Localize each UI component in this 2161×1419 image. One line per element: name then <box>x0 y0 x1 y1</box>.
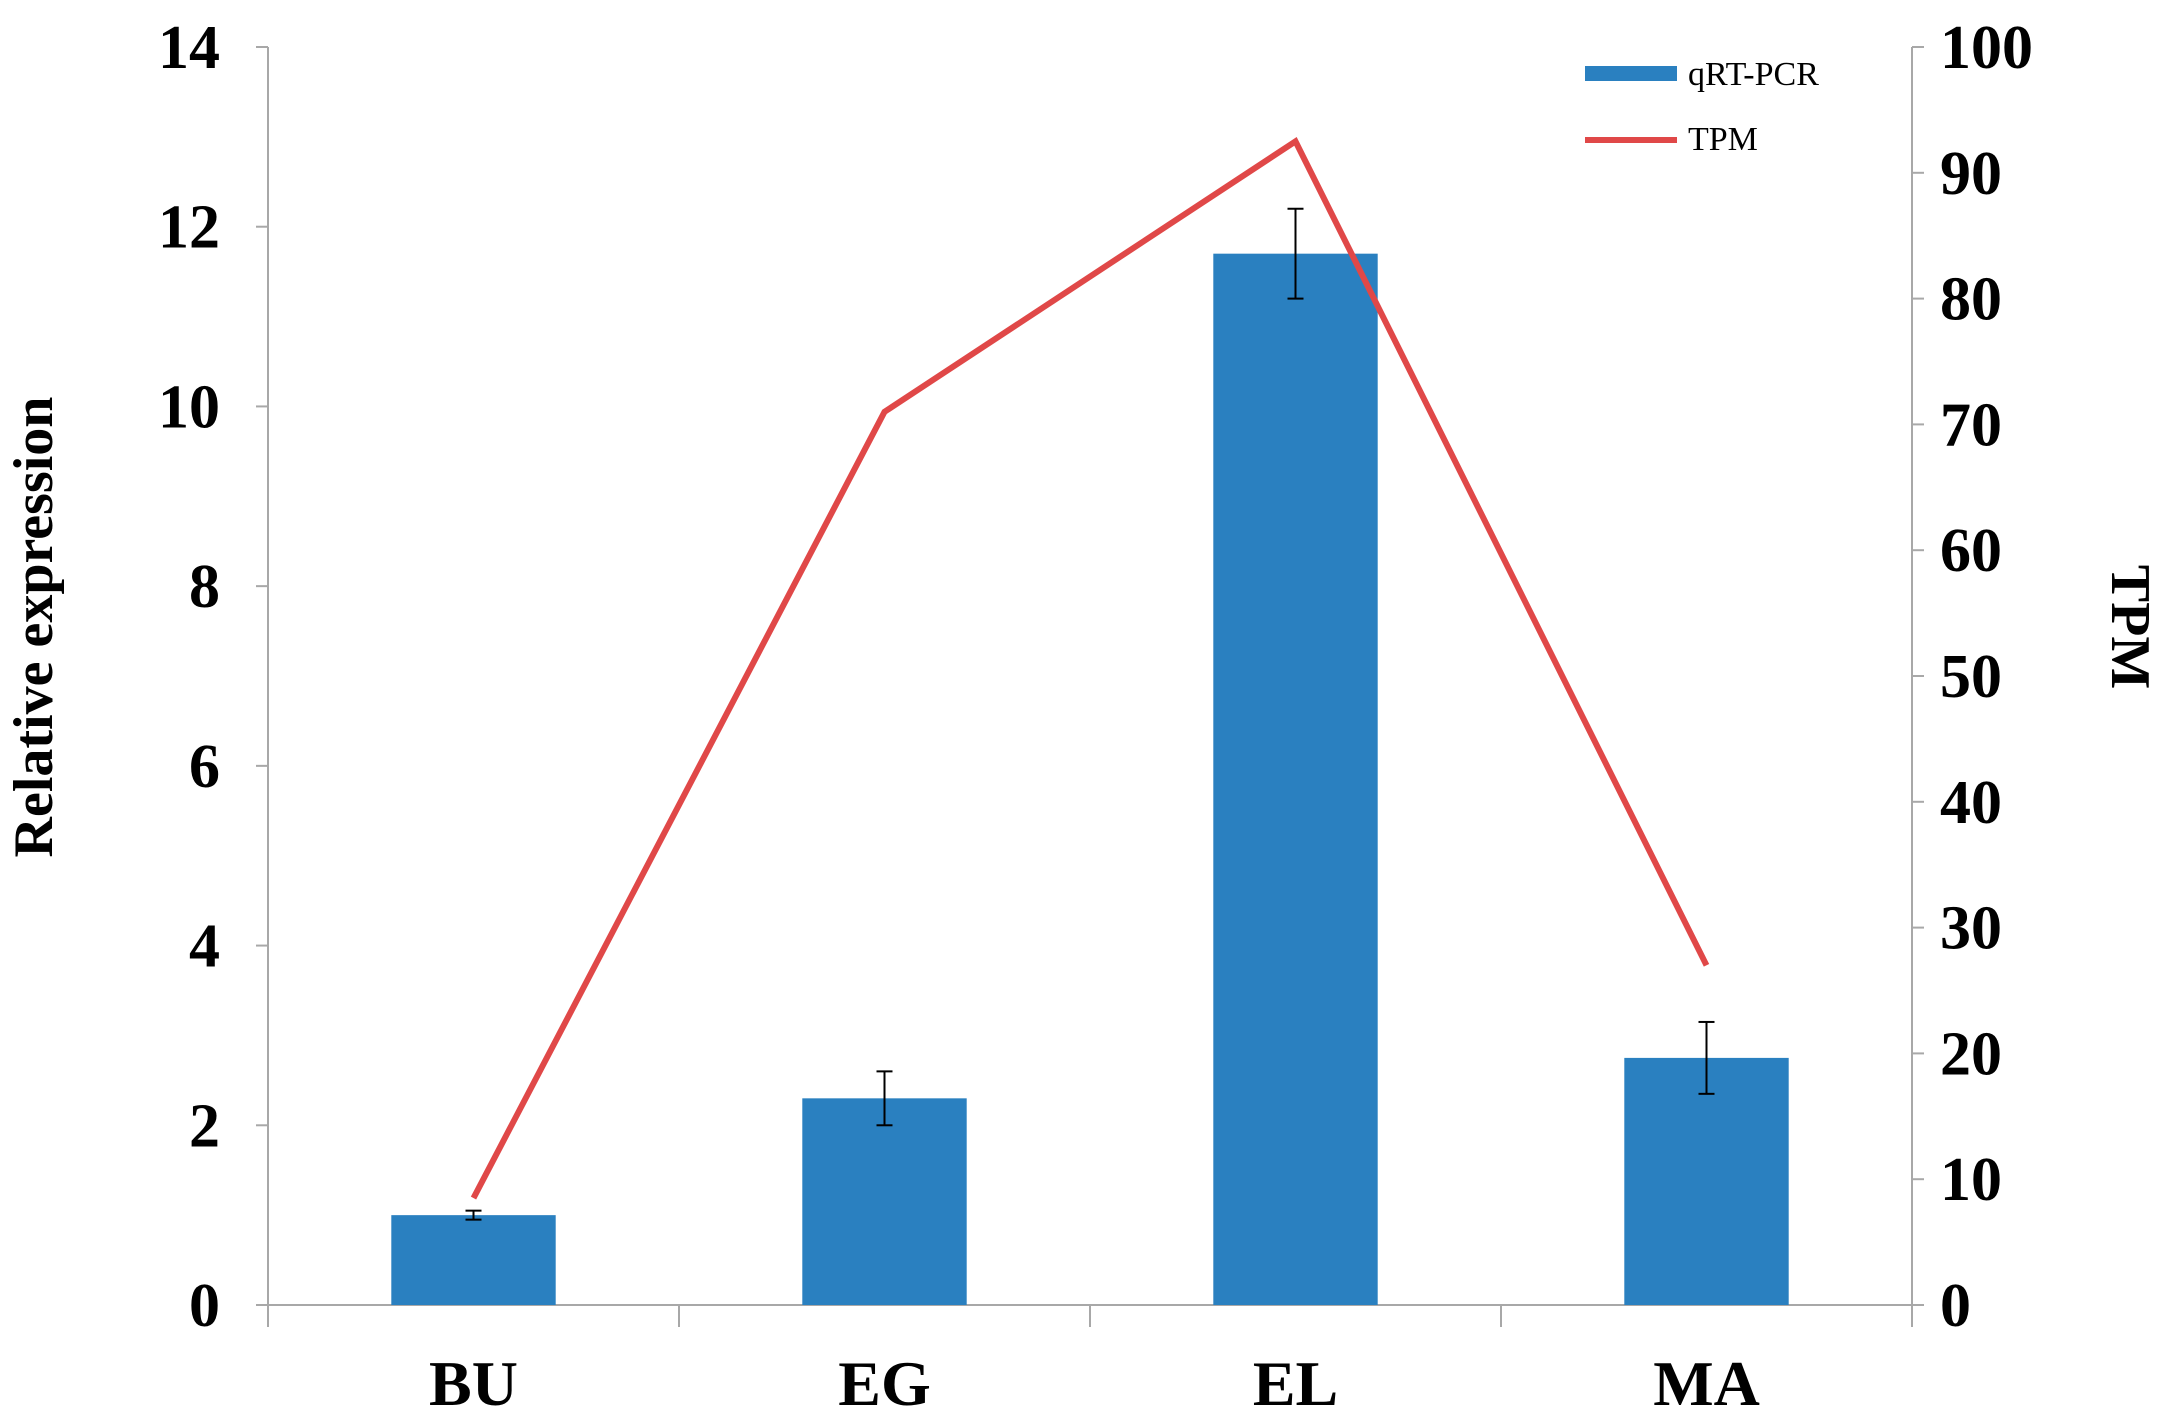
tick-labels: 0 2 4 6 8 10 12 14 0 10 20 30 40 50 60 70 80 90 100 BU EG EL M… <box>158 14 2033 1419</box>
x-tick-label: EG <box>838 1348 930 1419</box>
y-tick-label: 6 <box>189 733 220 801</box>
y-tick-label: 10 <box>158 373 220 441</box>
legend: qRT-PCR TPM <box>1585 56 1819 158</box>
x-tick-label: BU <box>429 1348 518 1419</box>
y2-axis-title: TPM <box>2099 565 2161 689</box>
tpm-line <box>470 136 1710 1200</box>
legend-label-tpm: TPM <box>1688 121 1758 158</box>
y-tick-label: 14 <box>158 14 220 82</box>
bar <box>1213 253 1378 1306</box>
bars <box>391 253 1789 1306</box>
y2-tick-label: 80 <box>1940 266 2002 334</box>
y-axis-title: Relative expression <box>3 397 65 858</box>
y-tick-label: 12 <box>158 194 220 262</box>
y2-tick-label: 100 <box>1940 14 2033 82</box>
y2-tick-label: 70 <box>1940 391 2002 459</box>
bar <box>391 1215 556 1305</box>
y-tick-label: 8 <box>189 553 220 621</box>
y2-tick-label: 0 <box>1940 1272 1971 1340</box>
y2-tick-label: 40 <box>1940 769 2002 837</box>
y-tick-label: 2 <box>189 1092 220 1160</box>
y2-tick-label: 10 <box>1940 1146 2002 1214</box>
x-tick-label: MA <box>1653 1348 1760 1419</box>
y-tick-label: 4 <box>189 913 220 981</box>
legend-label-qrt-pcr: qRT-PCR <box>1688 56 1819 93</box>
y2-tick-label: 90 <box>1940 140 2002 208</box>
y2-tick-label: 20 <box>1940 1020 2002 1088</box>
y2-tick-label: 60 <box>1940 517 2002 585</box>
y-tick-label: 0 <box>189 1272 220 1340</box>
y2-tick-label: 30 <box>1940 895 2002 963</box>
tpm-line-series <box>470 136 1710 1200</box>
legend-swatch-qrt-pcr <box>1585 66 1677 81</box>
x-tick-label: EL <box>1253 1348 1338 1419</box>
bar <box>802 1098 967 1305</box>
error-bars <box>465 207 1715 1221</box>
y2-tick-label: 50 <box>1940 643 2002 711</box>
bar <box>1624 1057 1789 1305</box>
